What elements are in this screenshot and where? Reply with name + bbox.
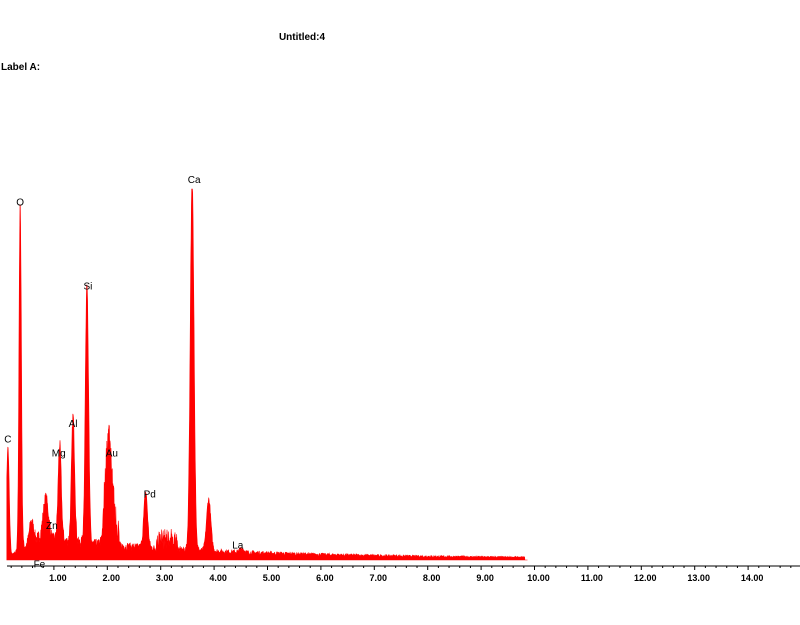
peak-label-c: C bbox=[4, 435, 11, 446]
peak-label-mg: Mg bbox=[52, 449, 66, 460]
x-tick-label: 9.00 bbox=[476, 573, 494, 583]
peak-label-fe: Fe bbox=[34, 560, 46, 571]
x-tick-label: 3.00 bbox=[156, 573, 174, 583]
peak-label-pd: Pd bbox=[144, 489, 156, 500]
x-tick-label: 14.00 bbox=[741, 573, 764, 583]
x-axis-tick-labels: 1.00 2.00 3.00 4.00 5.00 6.00 7.00 8.00 9.00 10.0… bbox=[49, 573, 763, 583]
peak-label-zn: Zn bbox=[46, 521, 58, 532]
spectrum-label: Label A: bbox=[1, 62, 41, 73]
chart-title: Untitled:4 bbox=[278, 32, 326, 43]
peak-label-al: Al bbox=[69, 419, 78, 430]
x-tick-label: 11.00 bbox=[581, 573, 603, 583]
x-tick-label: 6.00 bbox=[316, 573, 334, 583]
x-tick-label: 7.00 bbox=[370, 573, 388, 583]
peak-label-si: Si bbox=[83, 282, 92, 293]
x-tick-label: 1.00 bbox=[49, 573, 67, 583]
spectrum-area bbox=[6, 188, 528, 561]
x-tick-label: 4.00 bbox=[209, 573, 227, 583]
peak-label-ca: Ca bbox=[188, 175, 201, 186]
x-tick-label: 5.00 bbox=[263, 573, 281, 583]
x-tick-label: 10.00 bbox=[527, 573, 550, 583]
x-tick-label: 13.00 bbox=[687, 573, 710, 583]
peak-label-o: O bbox=[16, 197, 24, 208]
peak-label-la: La bbox=[232, 540, 244, 551]
x-tick-label: 8.00 bbox=[423, 573, 441, 583]
peak-label-au: Au bbox=[106, 449, 118, 460]
x-tick-label: 2.00 bbox=[103, 573, 121, 583]
peak-labels: C O Fe Zn Mg Al Si Au Pd Ca La bbox=[4, 175, 244, 571]
x-tick-label: 12.00 bbox=[634, 573, 657, 583]
spectrum-area-path bbox=[6, 188, 528, 561]
x-axis-ticks bbox=[10, 566, 792, 570]
